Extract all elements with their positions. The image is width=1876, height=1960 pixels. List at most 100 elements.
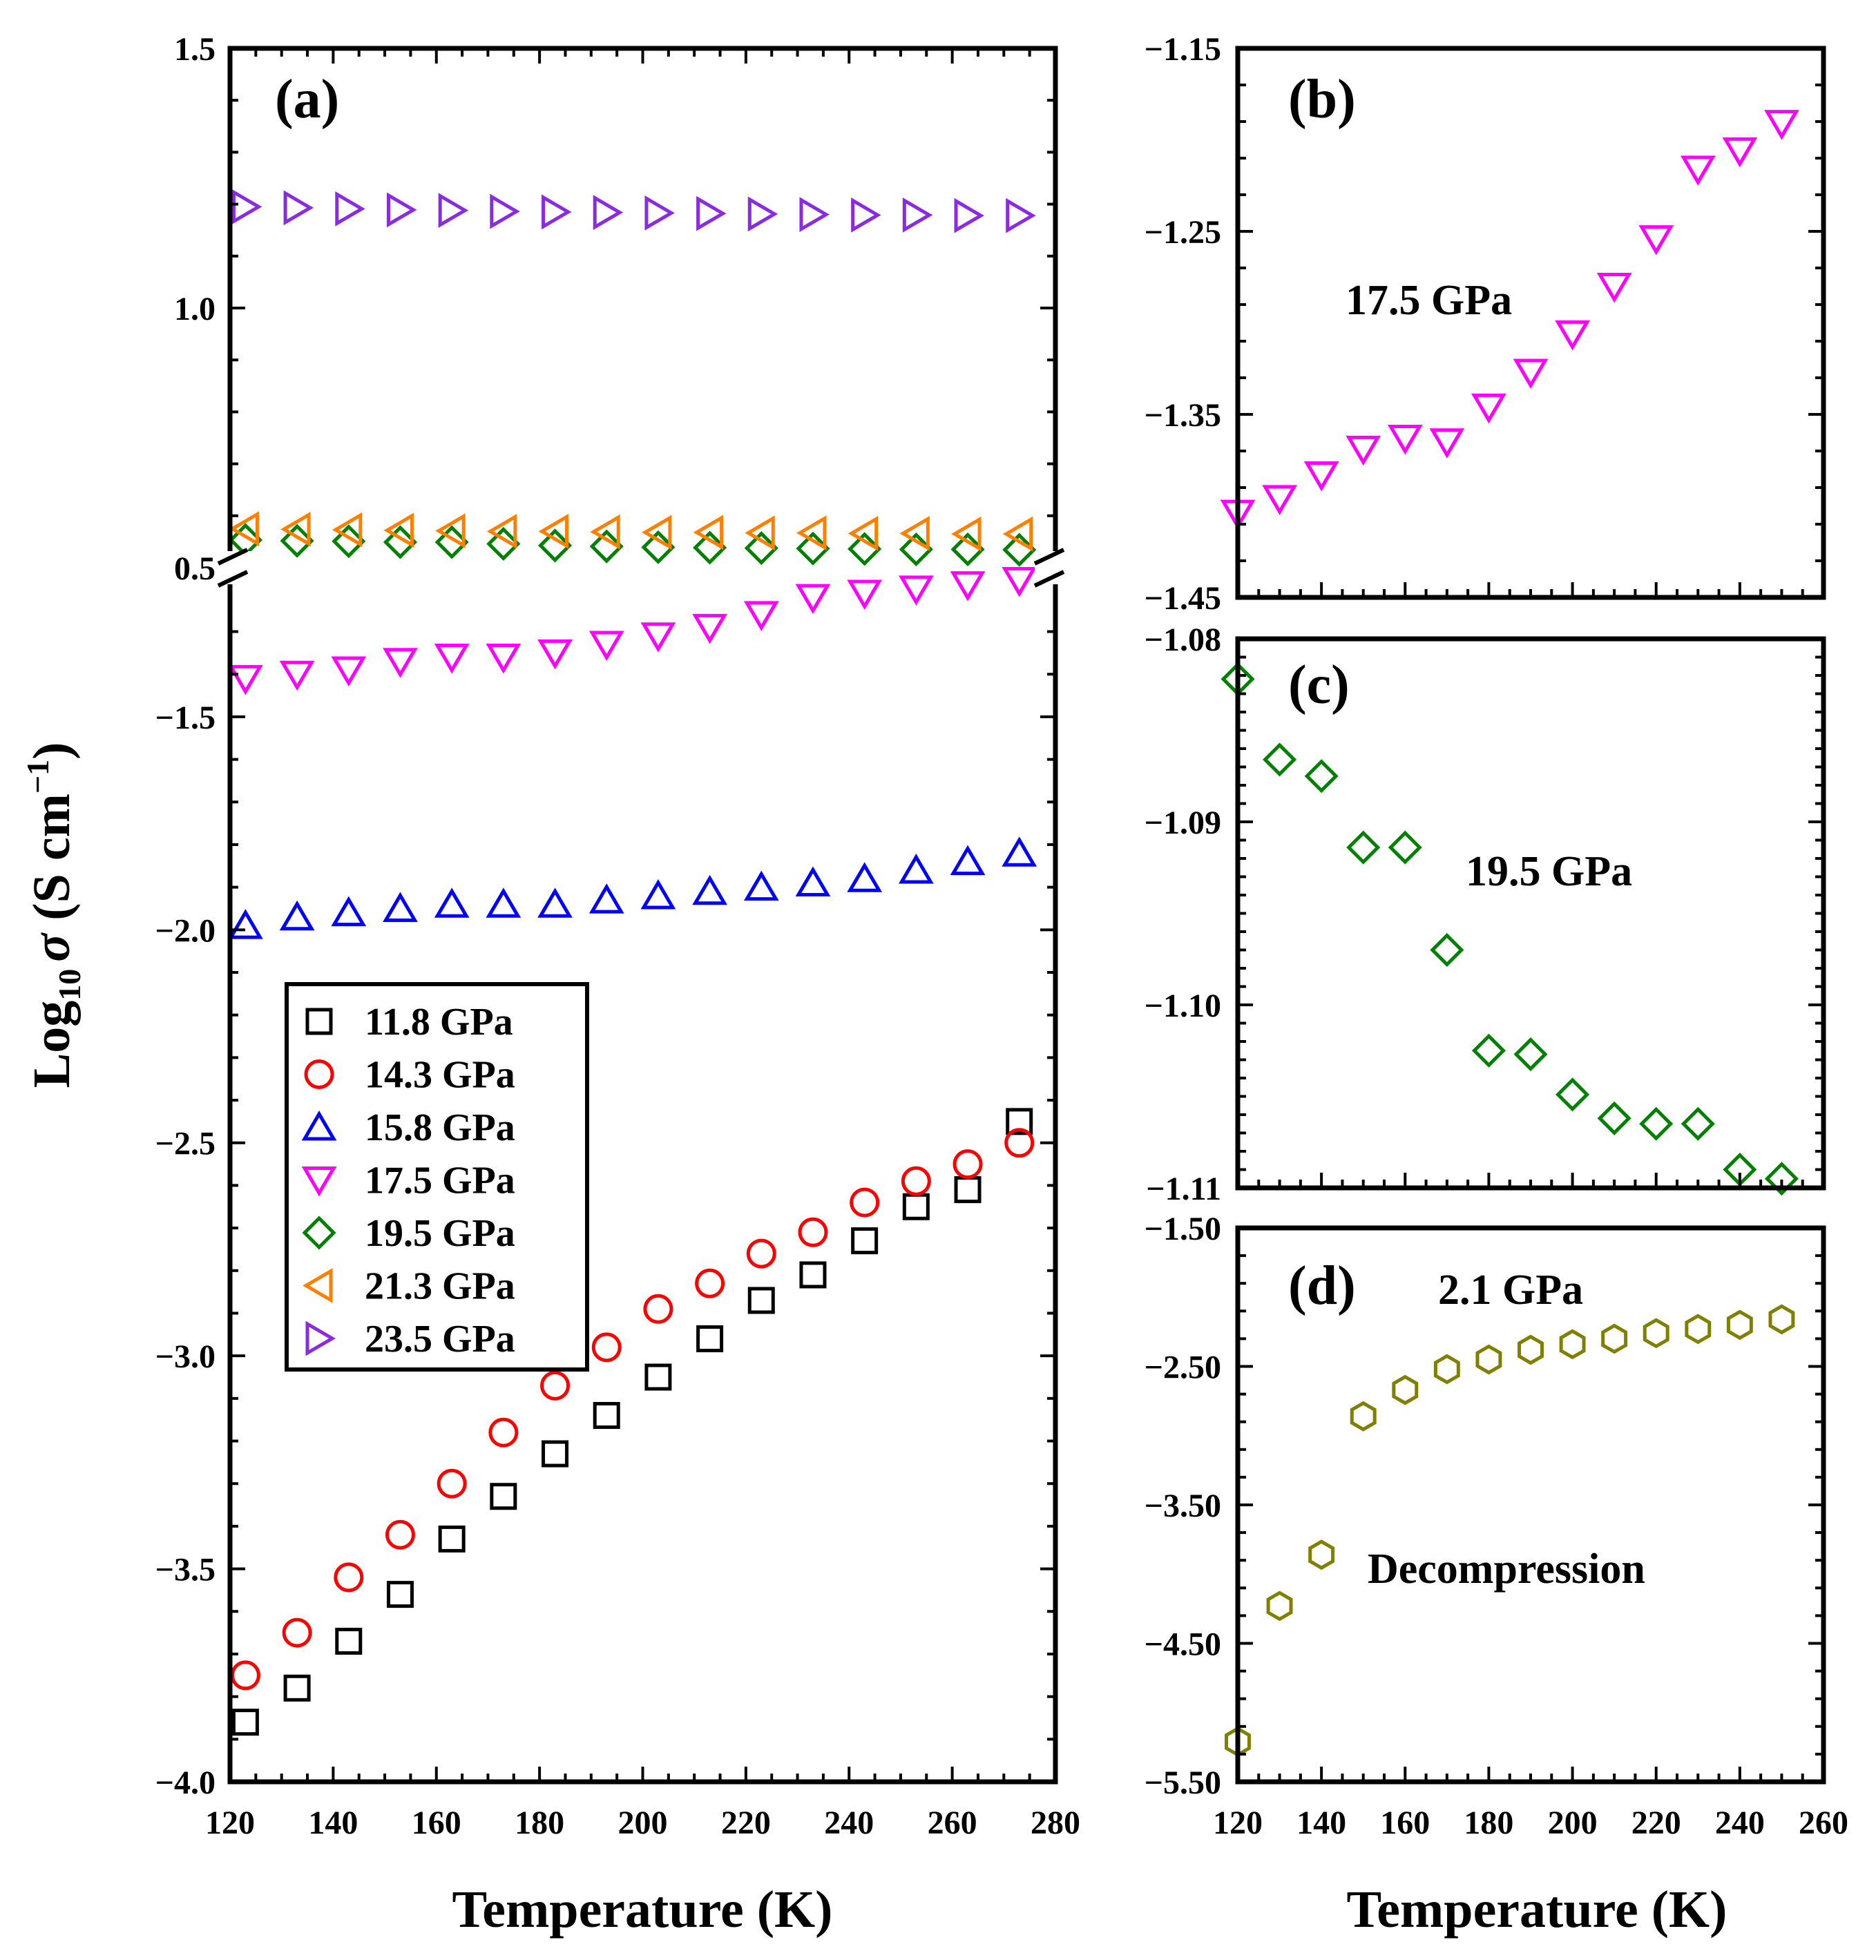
y-tick-label: −1.11	[1146, 1171, 1221, 1207]
x-tick-label: 220	[721, 1805, 771, 1841]
panel-b-ticks: −1.15 −1.25 −1.35 −1.45	[1145, 31, 1824, 617]
point-23-5-gpa	[799, 197, 830, 232]
point-14-3-gpa	[540, 1370, 571, 1401]
panel-a-break-mark-right-1	[1033, 548, 1065, 566]
legend-label: 21.3 GPa	[365, 1265, 515, 1308]
point-15-8-gpa	[795, 866, 831, 896]
point-23-5-gpa	[644, 195, 675, 231]
point-21-3-gpa	[1002, 516, 1033, 552]
y-tick-label: −2.5	[155, 1126, 216, 1162]
point-19-5-gpa	[796, 531, 830, 566]
x-tick-label: 120	[1213, 1805, 1263, 1841]
point-15-8-gpa	[898, 853, 934, 884]
point-17-5-gpa	[486, 644, 521, 674]
y-tick-label: −5.50	[1145, 1765, 1221, 1801]
point-15-8-gpa	[537, 887, 573, 918]
point-19-5-gpa	[1002, 532, 1037, 567]
point-15-8-gpa	[331, 896, 367, 927]
y-tick-label: −2.0	[155, 912, 216, 949]
point-14-3-gpa	[746, 1238, 776, 1269]
point-19-5-gpa	[332, 524, 366, 559]
point-21-3-gpa	[383, 512, 414, 548]
y-tick-label: −4.0	[155, 1765, 216, 1801]
x-tick-label: 260	[928, 1805, 977, 1841]
x-tick-label: 120	[205, 1805, 255, 1841]
panel-a-break-mark-left-2	[217, 570, 249, 588]
point-23-5-gpa	[542, 194, 572, 230]
point-23-5-gpa	[696, 195, 727, 231]
point-11-8-gpa	[1006, 1108, 1033, 1135]
legend-marker	[301, 1166, 337, 1197]
x-tick-label: 200	[1548, 1805, 1598, 1841]
y-tick-label: −1.35	[1145, 397, 1221, 434]
panel-a-break-mark-left-1	[217, 548, 249, 566]
legend-marker	[302, 1216, 336, 1250]
legend-marker	[303, 1268, 333, 1303]
point-21-3-gpa	[899, 516, 930, 551]
point-17-5-gpa	[795, 584, 831, 615]
point-11-8-gpa	[283, 1674, 311, 1702]
point-11-8-gpa	[851, 1227, 879, 1255]
point-11-8-gpa	[954, 1176, 982, 1204]
point-17-5-gpa	[743, 601, 779, 631]
panel-d: −1.50 −2.50 −3.50 −4.50 −5.50 120 140 160 180 200…	[1145, 1211, 1848, 1939]
point-2-1-gpa	[1392, 1374, 1419, 1405]
point-17-5-gpa	[1429, 428, 1465, 459]
point-17-5-gpa	[1680, 155, 1716, 186]
point-21-3-gpa	[332, 512, 363, 548]
point-2-1-gpa	[1518, 1334, 1544, 1365]
point-17-5-gpa	[383, 648, 418, 678]
panel-c-ticks: −1.08 −1.09 −1.10 −1.11	[1145, 622, 1824, 1207]
point-11-8-gpa	[231, 1709, 259, 1736]
point-21-3-gpa	[538, 514, 569, 549]
point-2-1-gpa	[1350, 1401, 1377, 1432]
point-19-5-gpa	[1639, 1106, 1674, 1141]
point-17-5-gpa	[1262, 485, 1297, 515]
point-17-5-gpa	[640, 622, 676, 653]
x-tick-label: 280	[1031, 1805, 1080, 1841]
point-15-8-gpa	[588, 883, 624, 914]
point-17-5-gpa	[1722, 137, 1758, 168]
y-title-log: Log	[23, 1001, 81, 1088]
point-19-5-gpa	[589, 529, 624, 564]
point-14-3-gpa	[385, 1519, 415, 1550]
y-tick-label: 0.5	[174, 550, 216, 587]
y-tick-label: −1.45	[1145, 580, 1221, 617]
point-2-1-gpa	[1685, 1314, 1712, 1345]
point-17-5-gpa	[950, 571, 986, 602]
point-23-5-gpa	[902, 198, 933, 233]
point-11-8-gpa	[593, 1402, 620, 1430]
panel-c-annotation: 19.5 GPa	[1466, 848, 1632, 895]
point-21-3-gpa	[641, 515, 672, 550]
y-tick-label: −1.08	[1145, 622, 1221, 658]
point-11-8-gpa	[747, 1287, 775, 1314]
point-19-5-gpa	[899, 532, 933, 567]
panel-a-data-marks	[228, 189, 1037, 1736]
point-23-5-gpa	[386, 192, 417, 228]
point-17-5-gpa	[588, 631, 624, 661]
point-14-3-gpa	[230, 1660, 260, 1691]
y-tick-label: −2.50	[1145, 1349, 1221, 1386]
panel-a-label: (a)	[275, 69, 339, 130]
panel-d-data-marks	[1225, 1304, 1795, 1757]
point-19-5-gpa	[848, 532, 882, 566]
legend-label: 23.5 GPa	[365, 1318, 515, 1361]
point-23-5-gpa	[954, 198, 984, 233]
point-15-8-gpa	[228, 909, 263, 939]
point-15-8-gpa	[486, 887, 521, 918]
y-tick-label: −1.5	[155, 700, 216, 736]
panel-b-label: (b)	[1288, 69, 1356, 130]
x-tick-label: 140	[1296, 1805, 1346, 1841]
point-21-3-gpa	[280, 511, 311, 547]
y-tick-label: −4.50	[1145, 1626, 1221, 1663]
panel-a-y-axis-title: Log10 σ (S cm−1)	[20, 742, 87, 1088]
point-14-3-gpa	[953, 1149, 983, 1180]
point-14-3-gpa	[437, 1468, 467, 1499]
point-11-8-gpa	[902, 1193, 930, 1220]
x-tick-label: 240	[824, 1805, 874, 1841]
point-21-3-gpa	[848, 516, 879, 551]
y-tick-label: 1.0	[174, 291, 216, 327]
point-2-1-gpa	[1433, 1354, 1460, 1385]
y-tick-label: −1.25	[1145, 214, 1221, 251]
